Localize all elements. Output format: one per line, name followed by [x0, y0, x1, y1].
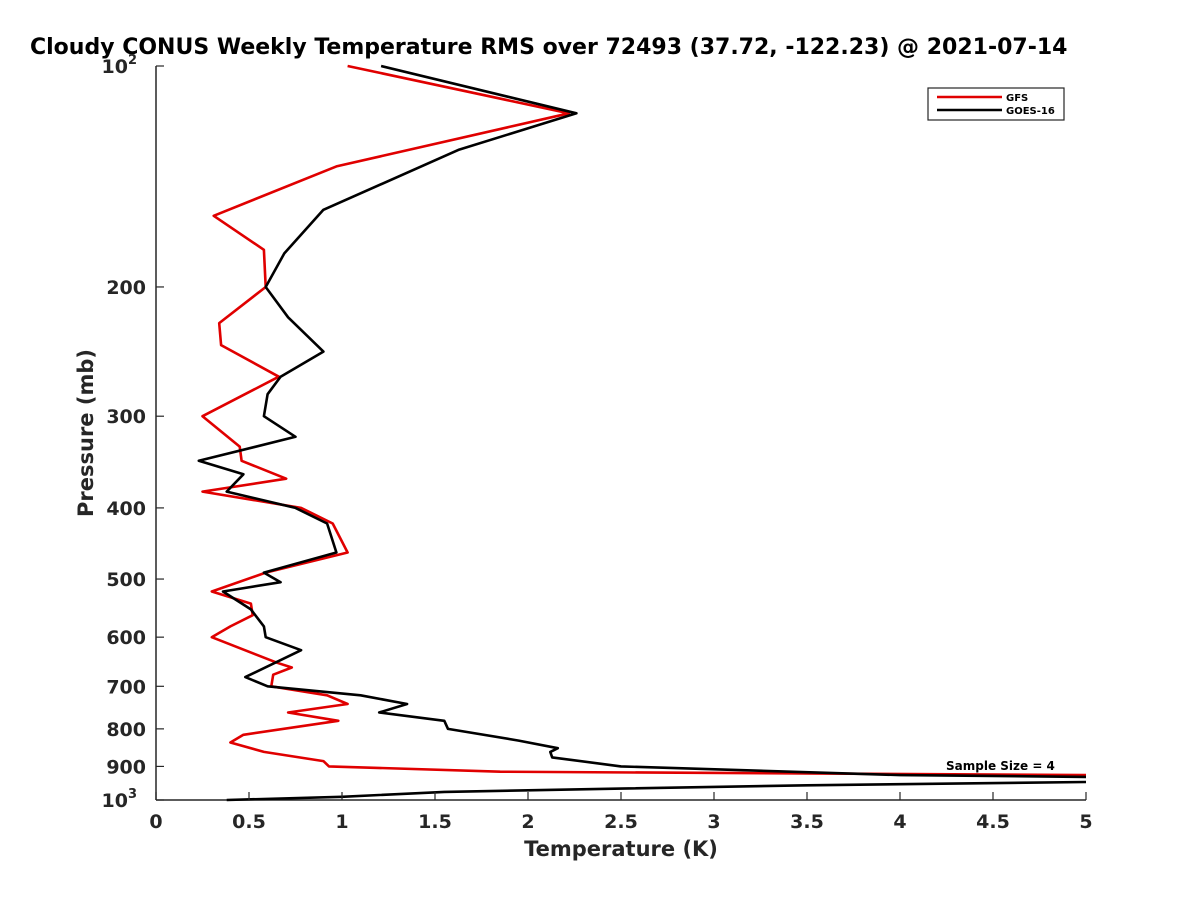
x-tick-label: 1.5 [418, 811, 452, 833]
x-tick-label: 3.5 [790, 811, 824, 833]
series-line-gfs [201, 64, 1087, 777]
y-tick-label-base: 10 [102, 790, 128, 812]
x-tick-label: 2 [521, 811, 534, 833]
x-tick-label: 2.5 [604, 811, 638, 833]
x-tick-label: 5 [1079, 811, 1092, 833]
y-tick-label: 800 [106, 719, 146, 741]
series-line-goes-16 [197, 64, 1087, 779]
x-tick-label: 4 [893, 811, 906, 833]
y-tick-label: 500 [106, 569, 146, 591]
series-layer [197, 64, 1087, 802]
y-tick-label-base: 10 [102, 56, 128, 78]
legend-label-gfs: GFS [1006, 93, 1028, 104]
y-tick-label: 200 [106, 277, 146, 299]
y-tick-label: 600 [106, 627, 146, 649]
x-axis-title: Temperature (K) [524, 837, 718, 861]
y-tick-label: 400 [106, 498, 146, 520]
y-tick-label-exponent: 3 [128, 787, 137, 802]
y-tick-label: 10 [102, 790, 128, 812]
y-axis-title: Pressure (mb) [74, 349, 98, 517]
x-axis-ticks: 0 0.5 1 1.5 2 2.5 3 3.5 4 4.5 5 [149, 792, 1093, 833]
legend: GFS GOES-16 [927, 87, 1065, 121]
plot-area [155, 64, 1087, 802]
sample-size-annotation: Sample Size = 4 [946, 759, 1055, 773]
y-tick-label-exponent: 2 [128, 53, 137, 68]
chart-title: Cloudy CONUS Weekly Temperature RMS over… [30, 35, 1067, 60]
legend-label-goes16: GOES-16 [1006, 106, 1055, 117]
y-tick-label: 10 [102, 56, 128, 78]
y-tick-label: 700 [106, 676, 146, 698]
series-line-2 [226, 780, 1087, 802]
x-tick-label: 4.5 [976, 811, 1010, 833]
x-tick-label: 3 [707, 811, 720, 833]
y-tick-label: 300 [106, 406, 146, 428]
y-tick-label: 900 [106, 756, 146, 778]
x-tick-label: 1 [335, 811, 348, 833]
x-tick-label: 0 [149, 811, 162, 833]
x-tick-label: 0.5 [232, 811, 266, 833]
legend-box [927, 87, 1065, 121]
